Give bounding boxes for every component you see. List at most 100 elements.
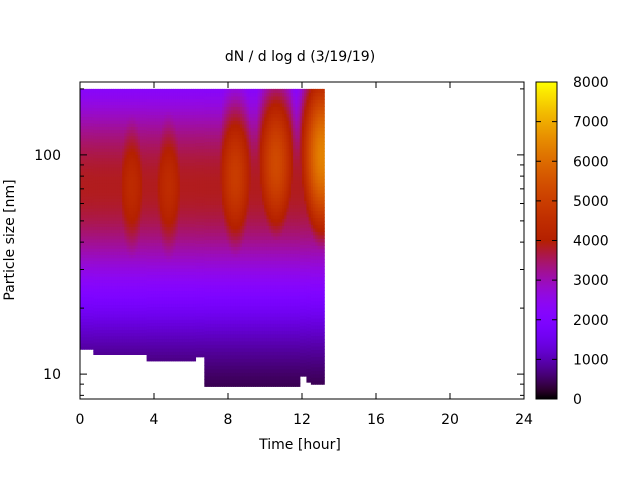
heatmap-cell xyxy=(157,172,161,176)
heatmap-cell xyxy=(82,251,86,255)
heatmap-cell xyxy=(184,194,188,199)
heatmap-cell xyxy=(164,108,168,112)
heatmap-cell xyxy=(193,114,197,119)
heatmap-cell xyxy=(115,235,119,240)
heatmap-cell xyxy=(179,258,183,263)
heatmap-cell xyxy=(175,188,179,192)
heatmap-cell xyxy=(135,88,139,93)
heatmap-cell xyxy=(193,248,197,253)
heatmap-cell xyxy=(99,92,103,96)
heatmap-cell xyxy=(173,277,177,282)
heatmap-cell xyxy=(124,210,128,215)
heatmap-cell xyxy=(91,144,94,148)
heatmap-cell xyxy=(146,178,150,183)
heatmap-cell xyxy=(102,332,106,337)
heatmap-cell xyxy=(159,168,163,173)
heatmap-cell xyxy=(148,124,152,128)
heatmap-cell xyxy=(202,331,205,336)
heatmap-cell xyxy=(186,277,190,282)
heatmap-cell xyxy=(115,298,119,302)
heatmap-cell xyxy=(186,341,190,346)
heatmap-cell xyxy=(157,152,161,157)
heatmap-cell xyxy=(175,124,179,128)
heatmap-cell xyxy=(137,204,141,209)
heatmap-cell xyxy=(119,132,123,137)
heatmap-cell xyxy=(151,255,154,260)
heatmap-cell xyxy=(80,91,83,96)
heatmap-cell xyxy=(135,188,139,193)
heatmap-cell xyxy=(157,111,161,116)
heatmap-cell xyxy=(204,211,208,216)
heatmap-cell xyxy=(173,344,177,349)
heatmap-cell xyxy=(86,147,90,151)
heatmap-cell xyxy=(202,148,205,153)
heatmap-cell xyxy=(199,136,203,140)
heatmap-cell xyxy=(97,345,101,349)
heatmap-cell xyxy=(166,312,170,317)
heatmap-cell xyxy=(137,123,141,127)
heatmap-cell xyxy=(102,129,106,134)
heatmap-cell xyxy=(148,300,152,304)
heatmap-cell xyxy=(135,185,139,190)
heatmap-cell xyxy=(86,248,90,252)
heatmap-cell xyxy=(84,107,88,111)
heatmap-cell xyxy=(122,157,125,162)
heatmap-cell xyxy=(126,345,130,349)
heatmap-cell xyxy=(202,142,205,147)
heatmap-cell xyxy=(159,300,163,304)
heatmap-cell xyxy=(162,223,165,228)
heatmap-cell xyxy=(153,258,157,263)
heatmap-cell xyxy=(139,263,143,268)
heatmap-cell xyxy=(177,293,181,298)
heatmap-cell xyxy=(106,251,110,256)
heatmap-cell xyxy=(153,188,157,192)
heatmap-cell xyxy=(106,291,110,296)
heatmap-cell xyxy=(199,123,203,128)
heatmap-cell xyxy=(126,282,130,287)
heatmap-cell xyxy=(164,88,168,93)
heatmap-cell xyxy=(148,210,152,215)
heatmap-cell xyxy=(162,245,165,250)
heatmap-cell xyxy=(97,191,101,196)
heatmap-cell xyxy=(84,269,88,274)
heatmap-cell xyxy=(186,242,190,247)
heatmap-cell xyxy=(191,216,194,221)
heatmap-cell xyxy=(177,271,181,276)
heatmap-cell xyxy=(199,145,203,150)
heatmap-cell xyxy=(124,241,128,246)
heatmap-cell xyxy=(182,168,185,173)
heatmap-cell xyxy=(155,268,159,272)
heatmap-cell xyxy=(206,183,210,188)
heatmap-cell xyxy=(122,223,125,227)
heatmap-cell xyxy=(195,224,199,229)
heatmap-cell xyxy=(184,344,188,349)
heatmap-cell xyxy=(97,238,101,243)
heatmap-cell xyxy=(93,270,97,274)
heatmap-cell xyxy=(193,332,197,336)
heatmap-cell xyxy=(206,228,210,233)
heatmap-cell xyxy=(142,313,145,318)
heatmap-cell xyxy=(119,285,123,290)
heatmap-cell xyxy=(191,296,194,301)
heatmap-cell xyxy=(133,326,137,331)
heatmap-cell xyxy=(171,210,174,215)
heatmap-cell xyxy=(184,303,188,308)
heatmap-cell xyxy=(117,163,121,168)
heatmap-cell xyxy=(126,316,130,321)
heatmap-cell xyxy=(139,279,143,284)
heatmap-cell xyxy=(128,232,132,237)
heatmap-cell xyxy=(177,306,181,311)
heatmap-cell xyxy=(146,204,150,208)
heatmap-cell xyxy=(102,170,106,174)
heatmap-cell xyxy=(179,322,183,327)
heatmap-cell xyxy=(151,181,154,186)
heatmap-cell xyxy=(133,245,137,249)
heatmap-cell xyxy=(146,268,150,272)
heatmap-cell xyxy=(126,95,130,99)
heatmap-cell xyxy=(111,298,114,302)
heatmap-cell xyxy=(102,120,106,124)
heatmap-cell xyxy=(117,320,121,324)
heatmap-cell xyxy=(148,236,152,240)
heatmap-cell xyxy=(93,195,97,199)
heatmap-cell xyxy=(128,201,132,206)
